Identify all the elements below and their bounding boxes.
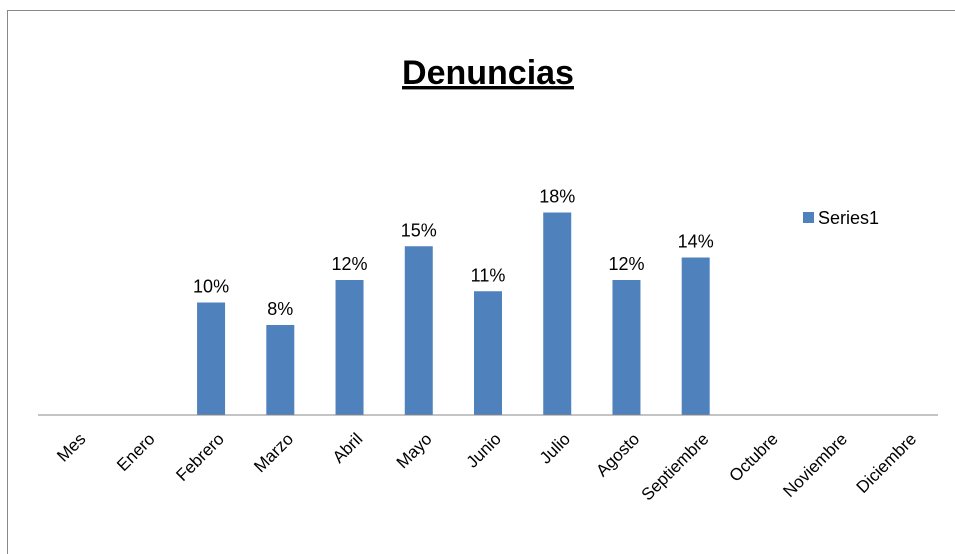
- legend-label: Series1: [818, 208, 879, 228]
- data-label: 14%: [678, 232, 714, 252]
- legend-swatch: [803, 212, 814, 223]
- data-label: 10%: [193, 277, 229, 297]
- data-label: 12%: [332, 254, 368, 274]
- bar: [474, 291, 502, 415]
- bar: [681, 257, 710, 415]
- data-label: 18%: [539, 187, 575, 207]
- bar: [543, 212, 572, 415]
- data-label: 11%: [471, 265, 506, 285]
- bar: [335, 280, 364, 415]
- bar: [612, 280, 641, 415]
- chart-border: [7, 10, 955, 554]
- bar: [266, 325, 295, 415]
- data-label: 15%: [401, 220, 437, 240]
- bar: [197, 302, 226, 415]
- chart-title: Denuncias: [402, 54, 574, 92]
- bar: [404, 246, 433, 415]
- data-label: 8%: [267, 299, 293, 319]
- data-label: 12%: [608, 254, 644, 274]
